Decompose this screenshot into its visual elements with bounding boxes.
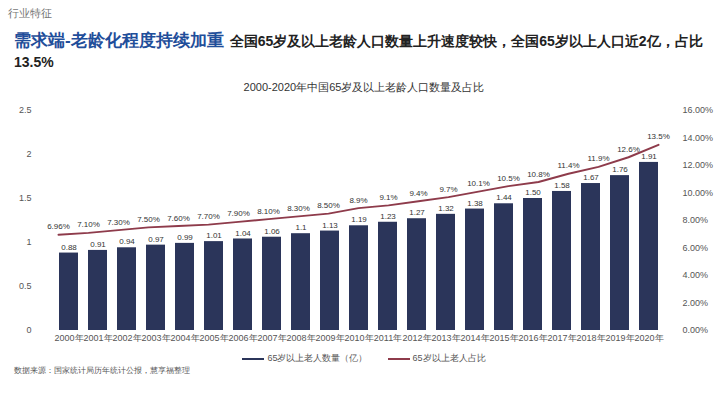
svg-text:1.27: 1.27 [409, 208, 425, 217]
svg-text:1.50: 1.50 [525, 188, 541, 197]
svg-text:7.70%: 7.70% [197, 212, 220, 221]
svg-text:14.00%: 14.00% [683, 133, 714, 143]
svg-text:2020年: 2020年 [634, 333, 663, 343]
svg-text:2006年: 2006年 [228, 333, 257, 343]
html-text:需求端-老龄化程度持续加重 全国65岁及以上老龄人口数量上升: 需求端-老龄化程度持续加重 全国65岁及以上老龄人口数量上升速度较快，全国65岁… [14, 31, 703, 70]
svg-text:1.19: 1.19 [351, 215, 367, 224]
svg-text:1.67: 1.67 [583, 173, 599, 182]
html-text:行业特征: 行业特征 [8, 7, 52, 19]
svg-text:9.4%: 9.4% [409, 189, 427, 198]
svg-text:1: 1 [26, 237, 31, 247]
svg-text:12.6%: 12.6% [617, 145, 640, 154]
svg-text:11.4%: 11.4% [557, 161, 579, 170]
html-text:2000-2020年中国65岁及以上老龄人口数量及占比: 2000-2020年中国65岁及以上老龄人口数量及占比 [243, 81, 485, 93]
svg-text:2004年: 2004年 [170, 333, 199, 343]
svg-text:1.06: 1.06 [264, 227, 280, 236]
svg-text:1.23: 1.23 [380, 212, 396, 221]
svg-text:2015年: 2015年 [489, 333, 518, 343]
svg-text:1.1: 1.1 [295, 223, 307, 232]
svg-text:1.01: 1.01 [206, 231, 222, 240]
svg-text:9.7%: 9.7% [439, 185, 457, 194]
svg-text:8.50%: 8.50% [317, 201, 340, 210]
svg-text:10.5%: 10.5% [497, 174, 520, 183]
svg-text:2.5: 2.5 [19, 105, 32, 115]
svg-text:2019年: 2019年 [605, 333, 634, 343]
html-text:65岁以上老人数量（亿）: 65岁以上老人数量（亿） [267, 353, 368, 363]
svg-text:2001年: 2001年 [83, 333, 112, 343]
svg-text:1.58: 1.58 [554, 181, 570, 190]
svg-text:10.8%: 10.8% [527, 170, 550, 179]
html-text:数据来源：国家统计局历年统计公报，慧享福整理: 数据来源：国家统计局历年统计公报，慧享福整理 [14, 366, 190, 375]
svg-text:12.00%: 12.00% [683, 160, 714, 170]
svg-text:0.5: 0.5 [19, 281, 32, 291]
svg-text:0.99: 0.99 [177, 233, 193, 242]
svg-text:0: 0 [26, 325, 31, 335]
svg-text:1.32: 1.32 [438, 204, 454, 213]
svg-text:0.00%: 0.00% [683, 325, 709, 335]
svg-text:2008年: 2008年 [286, 333, 315, 343]
svg-text:2005年: 2005年 [199, 333, 228, 343]
svg-text:16.00%: 16.00% [683, 105, 714, 115]
svg-text:2003年: 2003年 [141, 333, 170, 343]
svg-text:1.76: 1.76 [612, 165, 628, 174]
svg-text:0.94: 0.94 [119, 237, 135, 246]
svg-text:8.00%: 8.00% [683, 215, 709, 225]
svg-text:1.38: 1.38 [467, 199, 483, 208]
svg-text:2009年: 2009年 [315, 333, 344, 343]
svg-text:10.00%: 10.00% [683, 188, 714, 198]
svg-text:2000年: 2000年 [54, 333, 83, 343]
svg-text:8.9%: 8.9% [349, 196, 367, 205]
svg-text:7.50%: 7.50% [137, 215, 160, 224]
svg-text:1.04: 1.04 [235, 229, 251, 238]
svg-text:6.00%: 6.00% [683, 243, 709, 253]
svg-text:0.97: 0.97 [148, 235, 164, 244]
svg-text:1.91: 1.91 [641, 152, 657, 161]
svg-text:1.5: 1.5 [19, 193, 32, 203]
svg-text:7.30%: 7.30% [107, 218, 130, 227]
svg-text:2013年: 2013年 [431, 333, 460, 343]
svg-text:2011年: 2011年 [374, 333, 402, 343]
svg-text:8.10%: 8.10% [257, 207, 280, 216]
svg-text:9.1%: 9.1% [379, 193, 397, 202]
svg-text:11.9%: 11.9% [587, 154, 609, 163]
svg-text:2017年: 2017年 [547, 333, 576, 343]
svg-text:2: 2 [26, 149, 31, 159]
svg-text:6.96%: 6.96% [47, 222, 70, 231]
svg-text:13.5%: 13.5% [647, 132, 670, 141]
svg-text:2016年: 2016年 [518, 333, 547, 343]
svg-text:7.60%: 7.60% [167, 214, 190, 223]
html-text:65岁以上老人占比: 65岁以上老人占比 [412, 353, 486, 363]
svg-text:2010年: 2010年 [344, 333, 373, 343]
svg-text:0.91: 0.91 [90, 240, 106, 249]
svg-text:1.13: 1.13 [322, 221, 338, 230]
svg-text:1.44: 1.44 [496, 193, 512, 202]
svg-text:2.00%: 2.00% [683, 298, 709, 308]
svg-text:8.30%: 8.30% [287, 204, 310, 213]
svg-text:0.88: 0.88 [61, 243, 77, 252]
svg-text:2014年: 2014年 [460, 333, 489, 343]
svg-text:2018年: 2018年 [576, 333, 605, 343]
svg-text:7.10%: 7.10% [77, 220, 100, 229]
svg-text:10.1%: 10.1% [467, 179, 490, 188]
svg-text:2007年: 2007年 [257, 333, 286, 343]
svg-text:4.00%: 4.00% [683, 270, 709, 280]
svg-text:2002年: 2002年 [112, 333, 141, 343]
svg-text:7.90%: 7.90% [227, 209, 250, 218]
svg-text:2012年: 2012年 [402, 333, 431, 343]
